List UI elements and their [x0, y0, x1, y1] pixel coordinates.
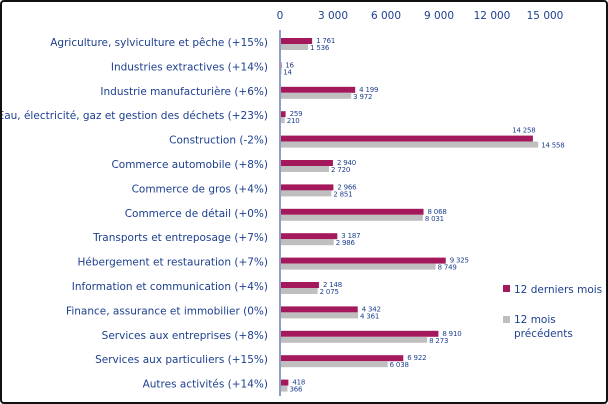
bar-12-derniers-mois: [281, 160, 333, 166]
category-label: Information et communication (+4%): [72, 281, 268, 293]
data-label: 3 187: [341, 232, 360, 240]
data-label: 8 273: [429, 337, 448, 345]
x-tick-label: 6 000: [371, 10, 401, 22]
bar-12-mois-precedents: [281, 263, 436, 270]
category-label: Commerce de détail (+0%): [125, 208, 268, 220]
bar-12-derniers-mois: [281, 86, 356, 93]
category-label: Industrie manufacturière (+6%): [100, 86, 268, 98]
data-label: 8 749: [438, 264, 457, 272]
data-label: 2 075: [320, 288, 339, 296]
data-label: 418: [292, 379, 305, 387]
bar-12-mois-precedents: [281, 312, 359, 319]
data-label: 2 851: [333, 190, 352, 198]
legend-swatch-12-derniers-mois: [503, 285, 510, 292]
data-label: 6 038: [390, 361, 409, 369]
bar-12-mois-precedents: [281, 336, 428, 343]
legend-label: 12 derniers mois: [514, 284, 602, 296]
data-label: 3 972: [353, 93, 372, 101]
data-label: 9 325: [450, 257, 469, 265]
bar-12-derniers-mois: [281, 282, 319, 288]
bar-12-derniers-mois: [281, 257, 446, 264]
data-label: 4 361: [360, 312, 379, 320]
x-tick-label: 9 000: [424, 10, 454, 22]
data-label: 210: [287, 117, 300, 125]
bar-12-derniers-mois: [281, 379, 289, 386]
bar-12-derniers-mois: [281, 111, 286, 118]
data-label: 8 910: [442, 330, 461, 338]
category-label: Services aux particuliers (+15%): [95, 354, 268, 366]
data-label: 8 068: [428, 208, 447, 216]
data-label: 4 199: [359, 86, 378, 94]
legend-label: précédents: [514, 328, 573, 340]
data-label: 14: [283, 68, 292, 76]
data-label: 14 558: [541, 142, 564, 150]
data-label: 4 342: [362, 305, 381, 313]
data-label: 2 148: [323, 281, 342, 289]
category-label: Eau, électricité, gaz et gestion des déc…: [2, 110, 268, 122]
x-tick-label: 15 000: [527, 10, 564, 22]
bar-12-mois-precedents: [281, 44, 309, 50]
data-label: 2 720: [331, 166, 350, 174]
category-label: Transports et entreposage (+7%): [92, 232, 268, 244]
data-label: 1 761: [316, 37, 335, 45]
bar-12-mois-precedents: [281, 361, 388, 368]
bar-12-mois-precedents: [281, 239, 334, 246]
bar-12-derniers-mois: [281, 38, 313, 44]
data-label: 366: [289, 386, 303, 394]
category-label: Finance, assurance et immobilier (0%): [66, 305, 268, 317]
bar-12-mois-precedents: [281, 288, 318, 294]
bar-12-mois-precedents: [281, 92, 352, 99]
bar-12-derniers-mois: [281, 135, 533, 142]
bar-12-mois-precedents: [281, 68, 282, 75]
x-tick-label: 3 000: [318, 10, 348, 22]
bar-12-mois-precedents: [281, 166, 330, 172]
data-label: 6 922: [407, 354, 426, 362]
category-label: Agriculture, sylviculture et pêche (+15%…: [50, 37, 268, 49]
bar-12-derniers-mois: [281, 355, 404, 362]
data-label: 259: [290, 110, 303, 118]
data-label: 2 940: [337, 159, 356, 167]
category-label: Construction (-2%): [169, 135, 268, 147]
legend-swatch-12-mois-precedents: [503, 316, 510, 323]
category-label: Commerce de gros (+4%): [132, 183, 268, 195]
category-label: Hébergement et restauration (+7%): [77, 257, 268, 269]
category-label: Commerce automobile (+8%): [111, 159, 268, 171]
x-tick-label: 12 000: [474, 10, 511, 22]
bar-12-mois-precedents: [281, 190, 332, 197]
data-label: 1 536: [310, 44, 330, 52]
bar-12-derniers-mois: [281, 330, 439, 337]
bar-12-mois-precedents: [281, 141, 539, 148]
bar-12-derniers-mois: [281, 184, 334, 191]
bar-12-derniers-mois: [281, 306, 358, 313]
bar-12-derniers-mois: [281, 233, 338, 240]
bar-12-mois-precedents: [281, 385, 288, 392]
data-label: 8 031: [425, 215, 444, 223]
bar-12-mois-precedents: [281, 214, 423, 221]
bar-12-derniers-mois: [281, 62, 282, 69]
bar-12-derniers-mois: [281, 208, 424, 215]
data-label: 2 966: [337, 183, 357, 191]
x-tick-label: 0: [277, 10, 284, 22]
data-label: 16: [285, 61, 294, 69]
category-label: Autres activités (+14%): [143, 379, 268, 391]
legend-label: 12 mois: [514, 314, 556, 326]
bar-12-mois-precedents: [281, 117, 285, 124]
data-label: 2 986: [336, 239, 356, 247]
category-label: Services aux entreprises (+8%): [102, 330, 268, 342]
data-label: 14 258: [512, 127, 535, 135]
category-label: Industries extractives (+14%): [111, 61, 268, 73]
